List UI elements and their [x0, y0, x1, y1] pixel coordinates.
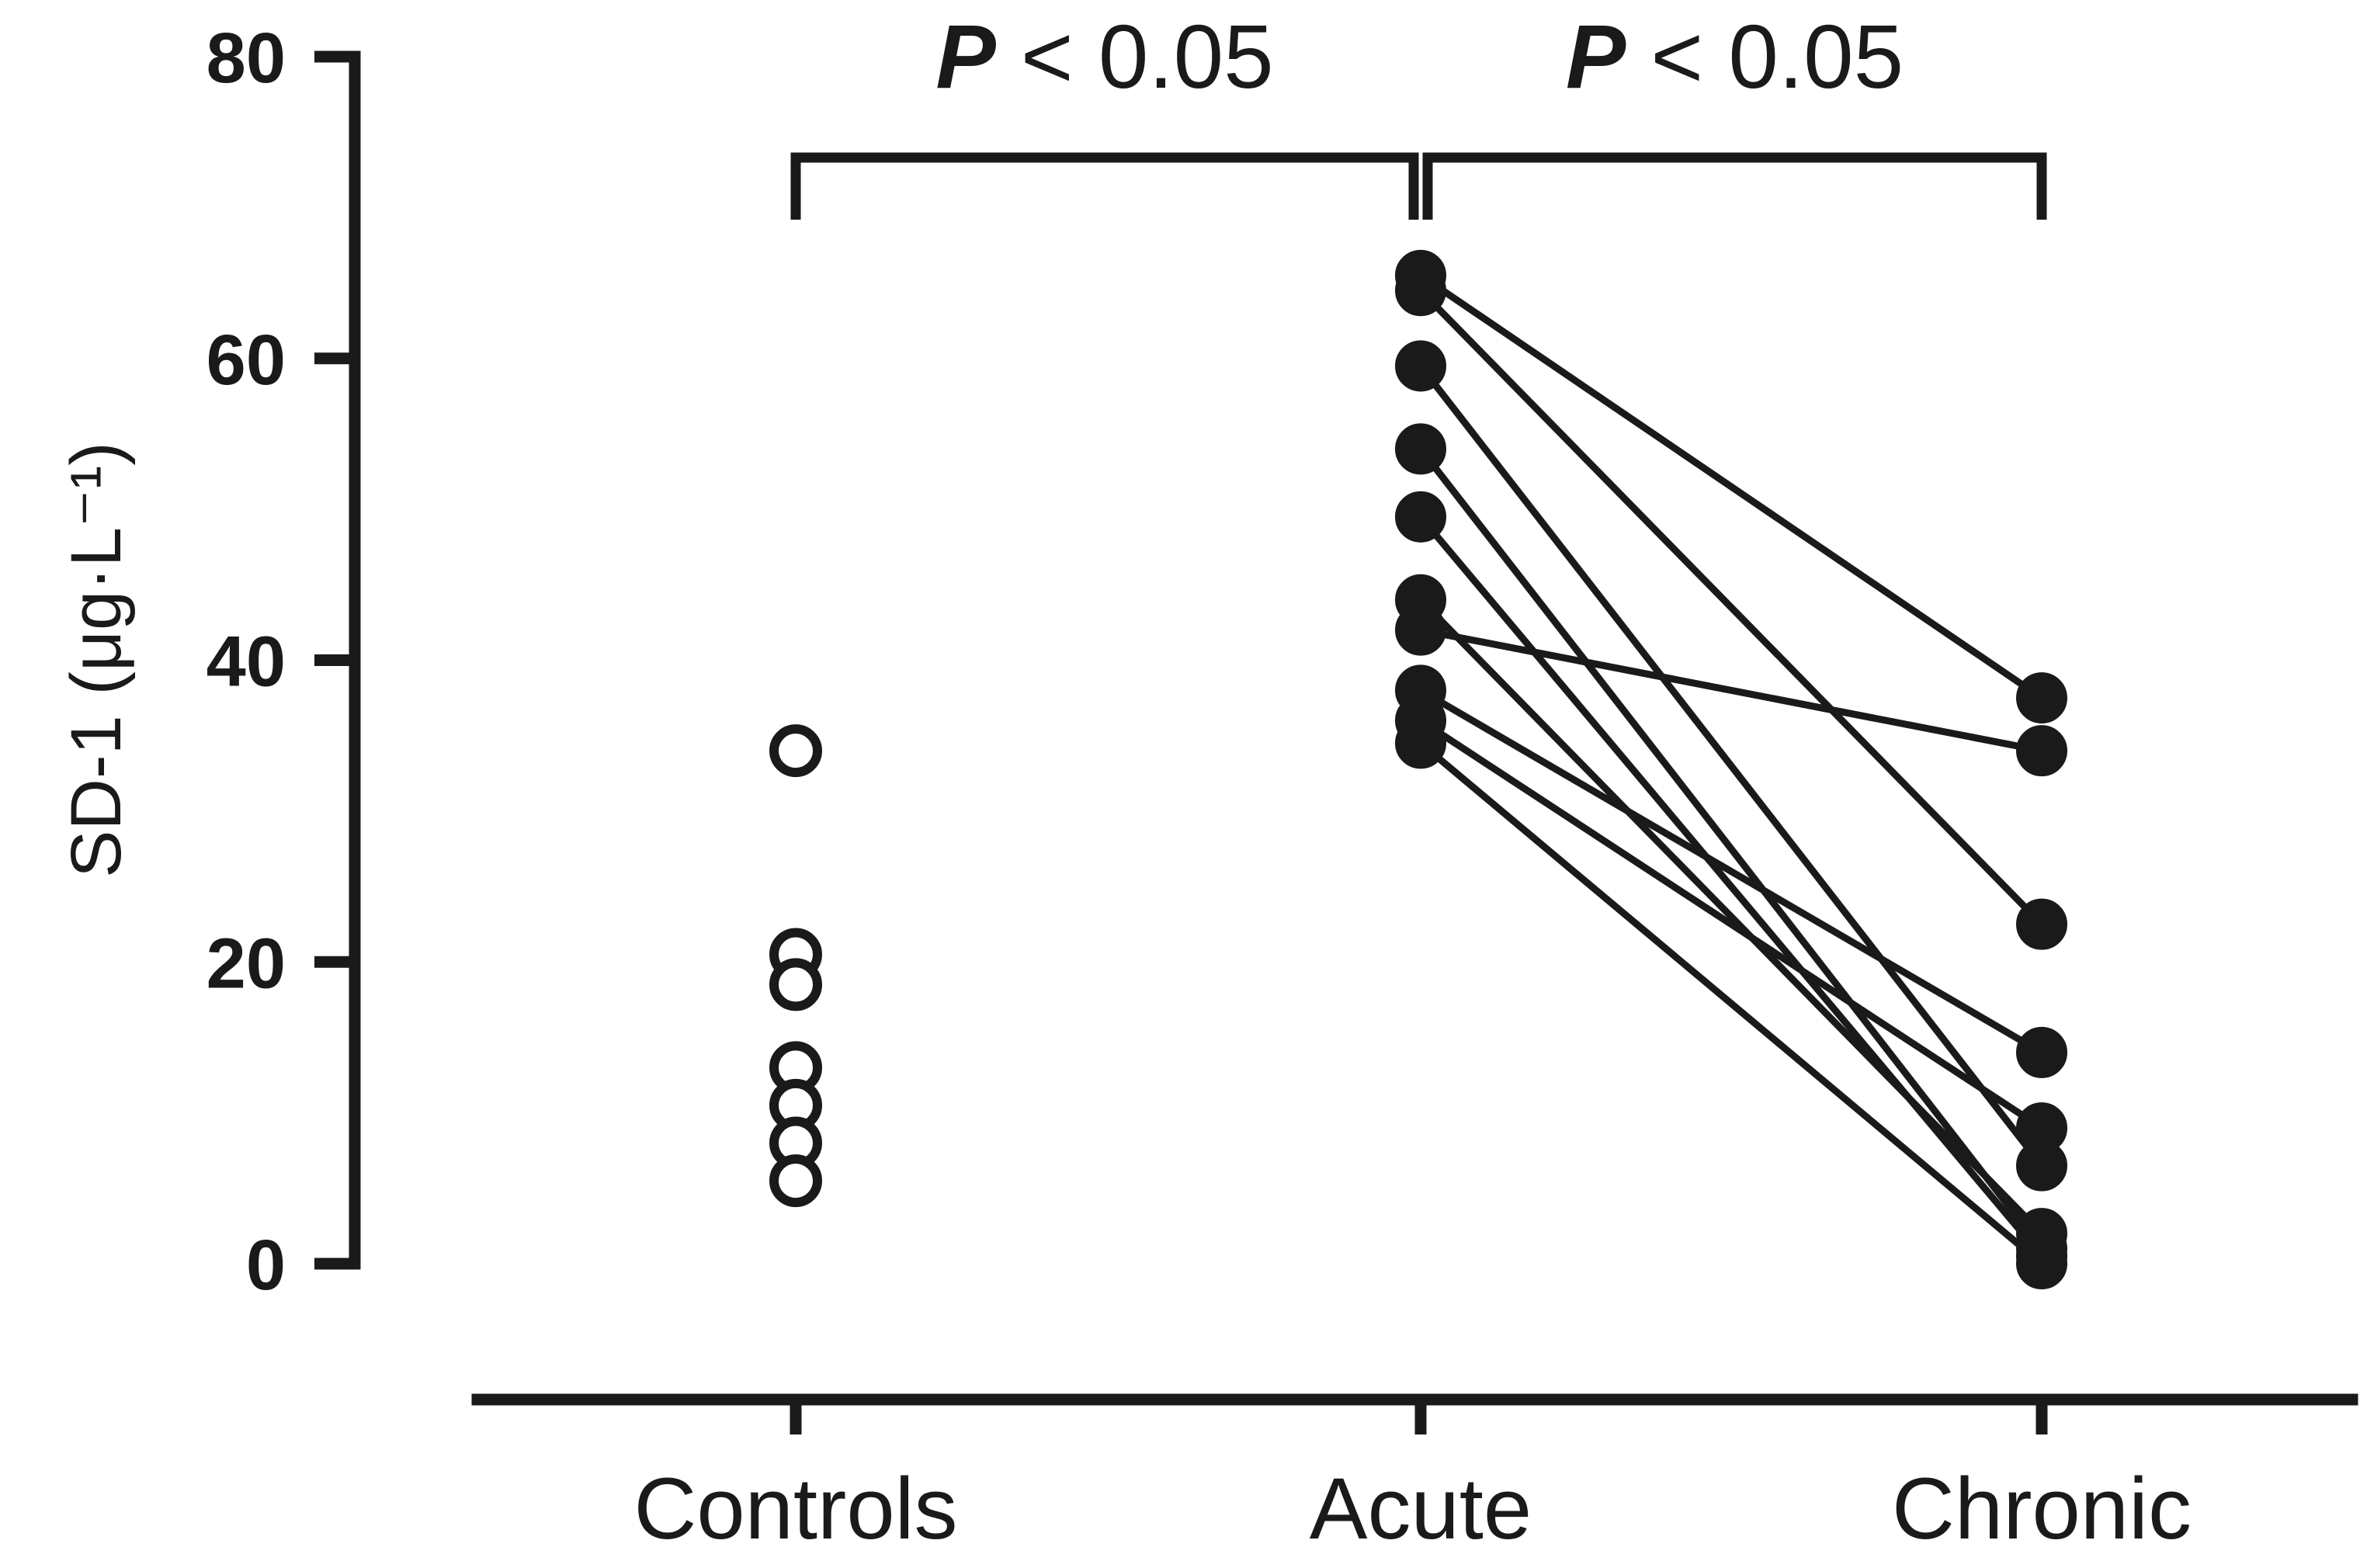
y-axis: 0 20 40 60 80: [206, 19, 361, 1305]
category-label-chronic: Chronic: [1892, 1460, 2192, 1557]
paired-line-3: [1418, 363, 2045, 1168]
acute-point-7: [1395, 604, 1446, 656]
y-tick-label-20: 20: [206, 924, 286, 1003]
y-tick-label-40: 40: [206, 623, 286, 702]
data-points: [769, 249, 2067, 1289]
paired-line-5: [1418, 514, 2045, 1259]
acute-point-2: [1395, 265, 1446, 317]
p-symbol: P: [935, 6, 996, 107]
x-axis: Controls Acute Chronic: [471, 1393, 2358, 1557]
y-tick-label-0: 0: [246, 1226, 286, 1305]
significance-brackets: P < 0.05 P < 0.05: [790, 6, 2047, 220]
p-threshold: < 0.05: [996, 6, 1274, 107]
chronic-point-3: [2016, 898, 2067, 950]
paired-line-8: [1418, 687, 2044, 1056]
chronic-point-1: [2016, 672, 2067, 724]
significance-label-2: P < 0.05: [1566, 6, 1904, 107]
acute-point-3: [1395, 340, 1446, 392]
significance-bracket-2: [1422, 152, 2047, 220]
y-axis-title: SD-1 (μg·L⁻¹): [57, 442, 136, 878]
p-symbol: P: [1566, 6, 1626, 107]
paired-line-7: [1420, 626, 2042, 755]
controls-point-1: [769, 724, 822, 778]
y-tick-label-60: 60: [206, 321, 286, 400]
category-label-controls: Controls: [633, 1460, 957, 1557]
y-tick-label-80: 80: [206, 19, 286, 98]
controls-point-7: [769, 1154, 822, 1208]
paired-line-2: [1418, 288, 2045, 927]
paired-lines: [1418, 272, 2045, 1267]
acute-point-10: [1395, 717, 1446, 769]
paired-line-6: [1418, 597, 2045, 1237]
significance-bracket-1: [790, 152, 1419, 220]
chronic-point-10: [2016, 1238, 2067, 1289]
chronic-point-4: [2016, 1026, 2067, 1078]
acute-point-4: [1395, 423, 1446, 475]
paired-line-4: [1418, 446, 2045, 1251]
paired-line-10: [1418, 740, 2044, 1267]
category-label-acute: Acute: [1310, 1460, 1532, 1557]
controls-point-3: [769, 958, 822, 1011]
acute-point-5: [1395, 491, 1446, 543]
paired-line-9: [1418, 717, 2044, 1131]
chronic-point-6: [2016, 1140, 2067, 1192]
significance-label-1: P < 0.05: [935, 6, 1273, 107]
paired-line-1: [1418, 272, 2044, 701]
p-threshold: < 0.05: [1626, 6, 1904, 107]
chronic-point-2: [2016, 725, 2067, 777]
